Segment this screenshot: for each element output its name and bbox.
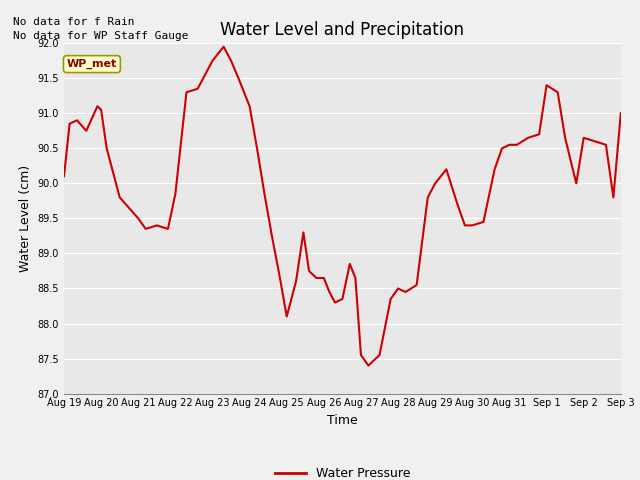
Legend: Water Pressure: Water Pressure	[269, 462, 415, 480]
X-axis label: Time: Time	[327, 414, 358, 427]
Text: WP_met: WP_met	[67, 59, 117, 69]
Text: No data for f Rain: No data for f Rain	[13, 17, 134, 27]
Y-axis label: Water Level (cm): Water Level (cm)	[19, 165, 32, 272]
Title: Water Level and Precipitation: Water Level and Precipitation	[220, 21, 465, 39]
Text: No data for WP Staff Gauge: No data for WP Staff Gauge	[13, 31, 188, 41]
